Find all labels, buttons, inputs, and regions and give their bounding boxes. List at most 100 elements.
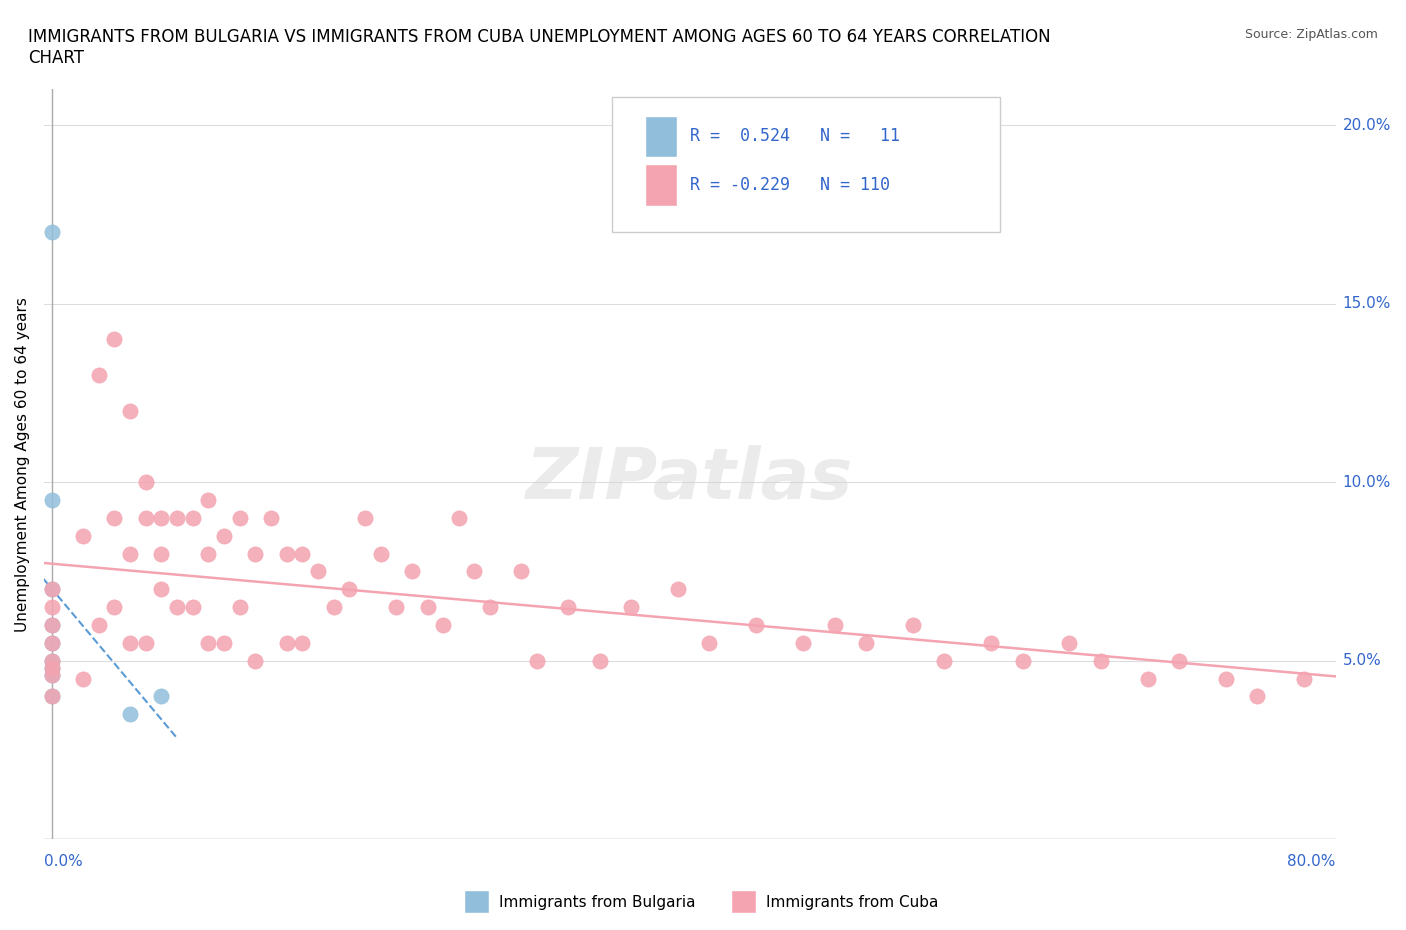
Point [666,582,689,597]
Point [41,618,63,632]
Point [291,546,314,561]
Point [620,600,643,615]
Point [354,511,377,525]
Point [103,332,125,347]
Point [41,660,63,675]
Point [1059,635,1081,650]
Point [212,528,235,543]
Point [824,618,846,632]
Text: R = -0.229   N = 110: R = -0.229 N = 110 [690,177,890,194]
Point [557,600,579,615]
Point [197,493,219,508]
Point [87,618,110,632]
Point [118,635,141,650]
Point [1246,689,1268,704]
Point [181,600,204,615]
Point [260,511,283,525]
Point [150,582,173,597]
Point [41,582,63,597]
Point [197,546,219,561]
Point [41,689,63,704]
Text: Source: ZipAtlas.com: Source: ZipAtlas.com [1244,28,1378,41]
Text: R =  0.524   N =   11: R = 0.524 N = 11 [690,126,900,145]
Point [181,511,204,525]
Point [150,511,173,525]
Text: 5.0%: 5.0% [1343,653,1381,668]
Bar [644,165,676,206]
Point [745,618,768,632]
Point [118,707,141,722]
Point [41,600,63,615]
Text: 20.0%: 20.0% [1343,117,1391,133]
Point [447,511,470,525]
Point [135,635,157,650]
Point [103,600,125,615]
Point [41,668,63,683]
Point [370,546,392,561]
Text: 10.0%: 10.0% [1343,474,1391,489]
Point [322,600,344,615]
Point [855,635,877,650]
Text: 0.0%: 0.0% [44,854,83,870]
Point [41,653,63,668]
Text: Immigrants from Cuba: Immigrants from Cuba [766,895,939,910]
Point [197,635,219,650]
Point [526,653,548,668]
FancyBboxPatch shape [612,97,1000,232]
Point [589,653,612,668]
Point [103,511,125,525]
Point [212,635,235,650]
Point [385,600,408,615]
Point [934,653,956,668]
Point [41,635,63,650]
Point [510,564,533,578]
Point [479,600,502,615]
Point [401,564,423,578]
Point [166,600,188,615]
Point [792,635,814,650]
Point [228,600,250,615]
Point [41,493,63,508]
Point [41,225,63,240]
Point [41,582,63,597]
Point [416,600,439,615]
Point [118,546,141,561]
Text: IMMIGRANTS FROM BULGARIA VS IMMIGRANTS FROM CUBA UNEMPLOYMENT AMONG AGES 60 TO 6: IMMIGRANTS FROM BULGARIA VS IMMIGRANTS F… [28,28,1050,67]
Bar [644,115,676,157]
Point [980,635,1002,650]
Point [135,511,157,525]
Point [41,668,63,683]
Point [41,635,63,650]
Point [699,635,721,650]
Point [463,564,485,578]
Point [245,546,267,561]
Point [41,689,63,704]
Point [41,618,63,632]
Point [291,635,314,650]
Point [41,653,63,668]
Y-axis label: Unemployment Among Ages 60 to 64 years: Unemployment Among Ages 60 to 64 years [15,297,30,631]
Point [1090,653,1112,668]
Point [228,511,250,525]
Point [72,671,94,686]
Point [135,474,157,489]
Point [72,528,94,543]
Point [245,653,267,668]
Point [1294,671,1316,686]
Point [1011,653,1033,668]
Text: 15.0%: 15.0% [1343,296,1391,312]
Point [150,689,173,704]
Text: Immigrants from Bulgaria: Immigrants from Bulgaria [499,895,696,910]
Point [1136,671,1159,686]
Point [276,546,298,561]
Point [150,546,173,561]
Text: ZIPatlas: ZIPatlas [526,445,853,513]
Point [276,635,298,650]
Point [1168,653,1191,668]
Point [87,367,110,382]
Point [1215,671,1237,686]
Point [432,618,454,632]
Point [118,404,141,418]
Point [337,582,360,597]
Point [901,618,924,632]
